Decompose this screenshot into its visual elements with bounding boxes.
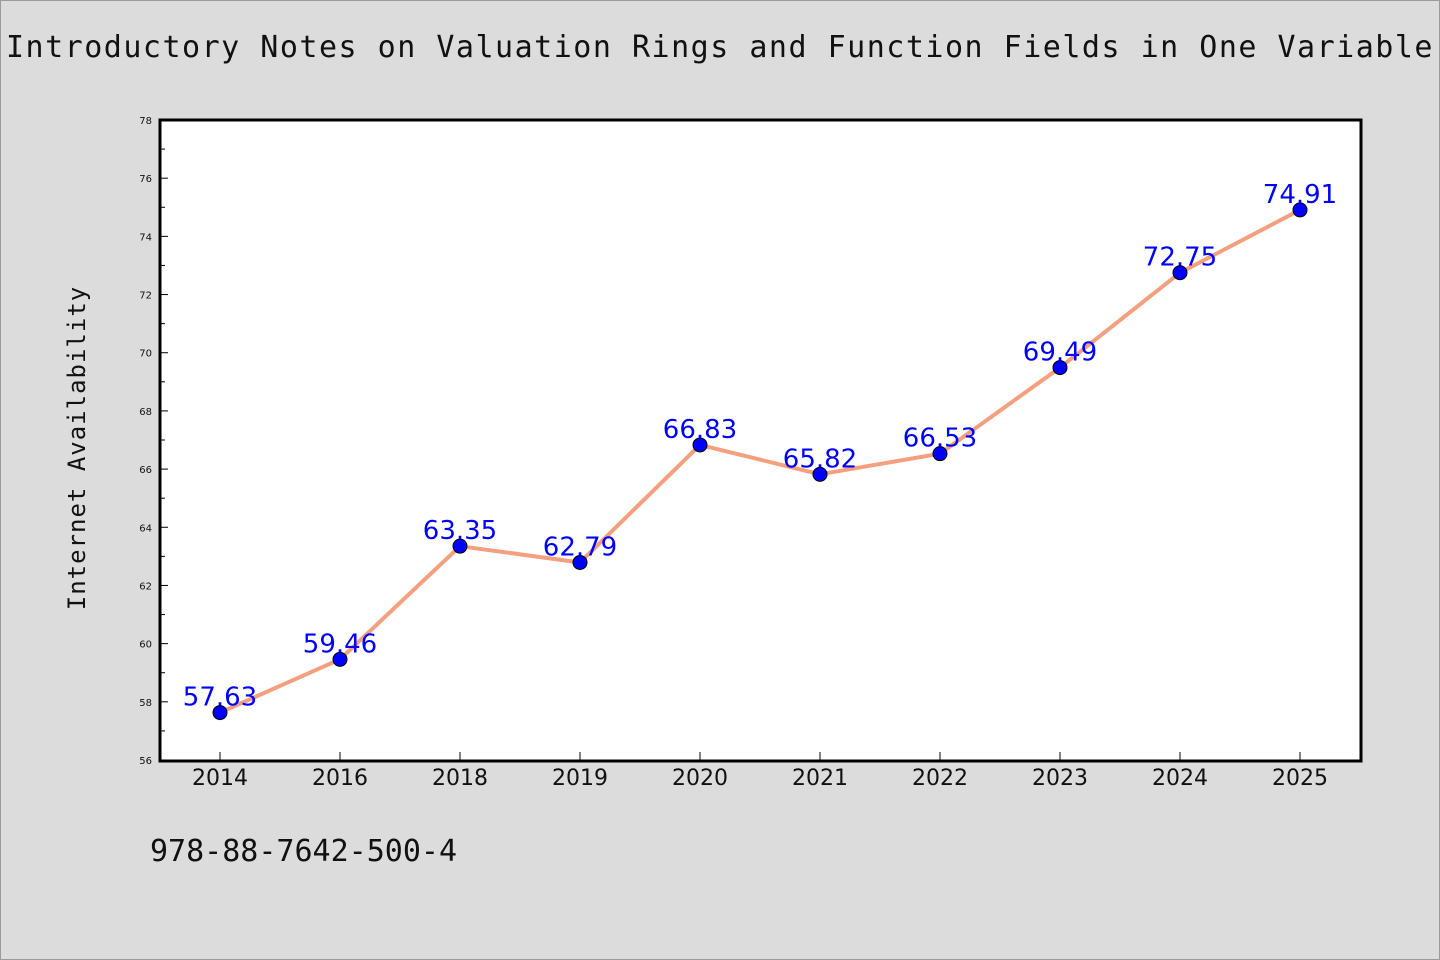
y-tick-label: 66 [139,465,152,476]
x-tick-label: 2022 [912,766,968,791]
y-tick-label: 64 [139,523,152,534]
isbn-text: 978-88-7642-500-4 [150,834,458,869]
data-label: 72.75 [1143,243,1217,273]
data-point [212,705,228,721]
x-tick-label: 2019 [552,766,608,791]
data-point [332,651,348,667]
data-point [1292,202,1308,218]
data-point [572,554,588,570]
data-markers [212,202,1308,721]
x-tick-label: 2024 [1152,766,1208,791]
x-tick-label: 2014 [192,766,248,791]
x-tick-label: 2025 [1272,766,1328,791]
data-point [812,466,828,482]
data-point [932,446,948,462]
y-tick-label: 76 [139,174,152,185]
y-tick-label: 58 [139,698,152,709]
plot-area [158,118,1363,763]
data-point [1052,360,1068,376]
x-tick-label: 2016 [312,766,368,791]
y-tick-label: 72 [139,291,152,302]
data-point [1172,265,1188,281]
y-tick-label: 68 [139,407,152,418]
x-axis: 2014 2016 2018 2019 2020 2021 2022 2023 2024 2025 [192,752,1328,791]
chart-title: Introductory Notes on Valuation Rings an… [6,30,1434,65]
x-tick-label: 2023 [1032,766,1088,791]
y-tick-label: 56 [139,756,152,767]
data-point [452,538,468,554]
data-point [692,437,708,453]
data-labels: 57.63 59.46 63.35 62.79 66.83 65.82 66.53 69.49… [183,180,1337,713]
x-tick-label: 2021 [792,766,848,791]
series-line [219,208,1301,715]
y-tick-label: 60 [139,640,152,651]
data-label: 59.46 [303,629,377,659]
x-tick-label: 2018 [432,766,488,791]
data-label: 57.63 [183,683,257,713]
data-label: 74.91 [1263,180,1337,210]
data-label: 69.49 [1023,338,1097,368]
y-tick-label: 78 [139,116,152,127]
y-axis: 56 58 60 62 64 66 68 70 72 74 76 78 [139,116,168,767]
data-label: 63.35 [423,516,497,546]
y-tick-label: 74 [139,232,152,243]
data-label: 65.82 [783,444,857,474]
x-tick-label: 2020 [672,766,728,791]
data-label: 62.79 [543,532,617,562]
data-label: 66.83 [663,415,737,445]
y-axis-label: Internet Availability [63,286,91,610]
y-tick-label: 62 [139,581,152,592]
data-label: 66.53 [903,424,977,454]
y-tick-label: 70 [139,349,152,360]
